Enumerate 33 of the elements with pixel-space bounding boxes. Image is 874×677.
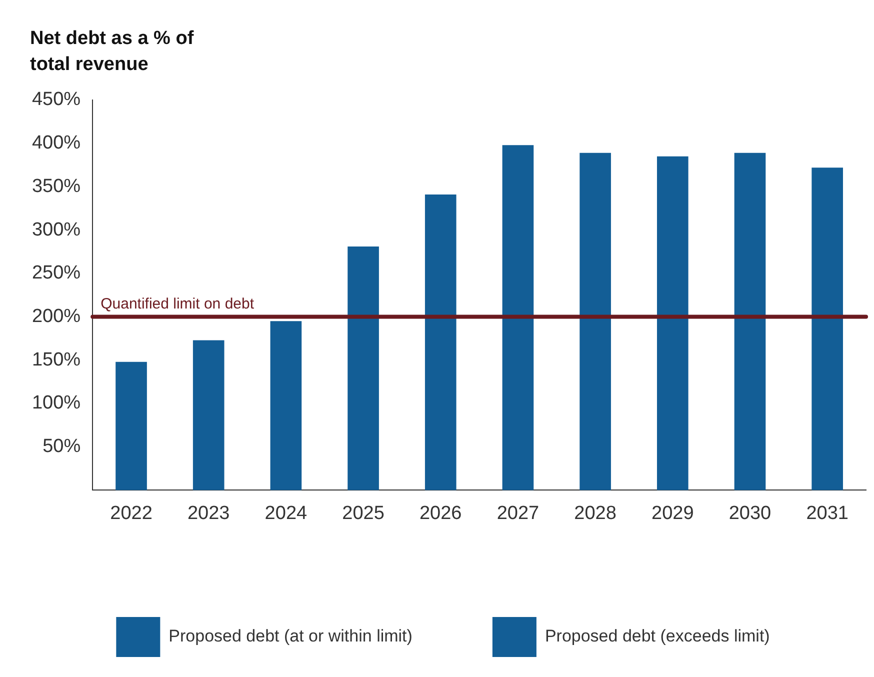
- y-tick-label: 350%: [32, 176, 81, 197]
- x-tick-label: 2023: [187, 502, 230, 524]
- bar: [192, 340, 224, 490]
- x-tick-label: 2022: [110, 502, 152, 524]
- x-tick-label: 2027: [496, 502, 540, 524]
- x-tick-label: 2031: [806, 502, 848, 524]
- x-tick-label: 2028: [574, 502, 616, 524]
- x-tick-label: 2024: [264, 502, 308, 524]
- y-tick-label: 150%: [32, 349, 81, 370]
- bar: [502, 145, 534, 490]
- ref-line-label: Quantified limit on debt: [100, 295, 255, 312]
- y-tick-label: 50%: [42, 436, 81, 458]
- y-tick-label: 200%: [32, 306, 81, 328]
- bar: [348, 246, 379, 490]
- x-tick-label: 2029: [652, 502, 694, 524]
- y-tick-label: 400%: [32, 132, 81, 154]
- y-tick-label: 250%: [32, 262, 81, 284]
- y-tick-label: 300%: [32, 219, 81, 240]
- bar: [270, 321, 302, 490]
- bar: [812, 168, 843, 490]
- legend-label: Proposed debt (exceeds limit): [544, 626, 770, 646]
- bar: [116, 362, 147, 490]
- x-tick-label: 2026: [419, 502, 462, 524]
- x-tick-label: 2030: [728, 502, 772, 524]
- y-axis-title: Net debt as a % of total revenue: [30, 27, 195, 77]
- y-tick-label: 450%: [32, 89, 81, 110]
- y-tick-label: 100%: [32, 392, 81, 414]
- bar: [424, 194, 456, 490]
- x-tick-label: 2025: [342, 502, 384, 524]
- bar: [656, 156, 688, 490]
- bar: [734, 152, 766, 490]
- legend-label: Proposed debt (at or within limit): [168, 626, 412, 646]
- bar: [580, 152, 611, 490]
